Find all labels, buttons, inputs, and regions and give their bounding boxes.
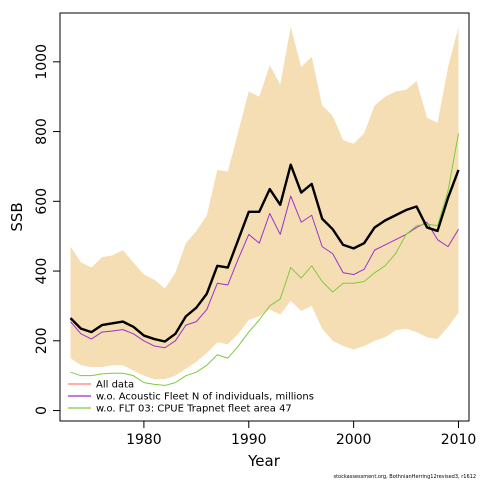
y-tick-label: 200 <box>34 327 50 354</box>
y-tick-label: 0 <box>34 406 50 415</box>
y-axis: 0 200 400 600 800 1000 <box>34 44 60 415</box>
y-tick-label: 1000 <box>34 44 50 80</box>
plot-frame <box>59 12 470 422</box>
y-tick-label: 600 <box>34 188 50 215</box>
x-tick-label: 2010 <box>441 432 477 448</box>
y-tick-label: 400 <box>34 258 50 285</box>
x-axis: 1980 1990 2000 2010 <box>126 421 476 448</box>
y-axis-title: SSB <box>8 202 26 231</box>
legend-label-2: w.o. Acoustic Fleet N of individuals, mi… <box>96 392 314 403</box>
series-line-2 <box>70 195 459 349</box>
x-tick-label: 1980 <box>126 432 162 448</box>
y-tick-label: 800 <box>34 118 50 145</box>
x-tick-label: 2000 <box>336 432 372 448</box>
series-line-1 <box>69 163 460 343</box>
legend-label-1: All data <box>96 380 134 391</box>
series-line-3 <box>70 133 460 386</box>
series-layer <box>69 133 460 386</box>
legend-label-3: w.o. FLT 03: CPUE Trapnet fleet area 47 <box>96 404 292 415</box>
caption: stockassessment.org, BothnianHerring12re… <box>333 474 476 480</box>
x-tick-label: 1990 <box>231 432 267 448</box>
x-axis-title: Year <box>247 452 281 470</box>
